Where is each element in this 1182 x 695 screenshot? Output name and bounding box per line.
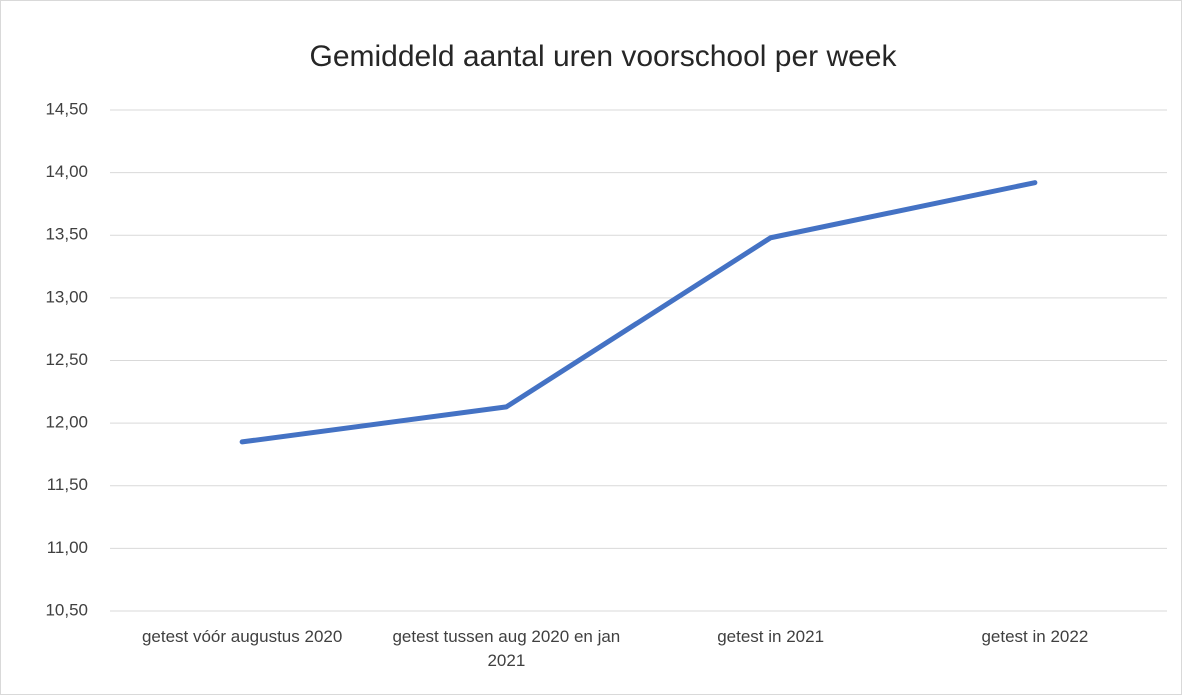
chart-title: Gemiddeld aantal uren voorschool per wee… [309,40,897,73]
y-tick-label: 14,50 [45,99,88,118]
y-tick-label: 12,50 [45,350,88,369]
x-tick-label: getest in 2022 [981,627,1089,646]
y-tick-label: 10,50 [45,600,88,619]
x-tick-label: getest in 2021 [717,627,825,646]
x-tick-label: getest vóór augustus 2020 [141,627,343,646]
y-tick-label: 12,00 [45,413,88,432]
y-tick-label: 13,00 [45,287,88,306]
line-series [239,180,1038,445]
y-tick-label: 11,50 [47,475,88,494]
x-tick-label: getest tussen aug 2020 en jan 2021 [392,627,621,670]
y-tick-label: 11,00 [47,538,88,557]
y-tick-label: 14,00 [45,162,88,181]
y-tick-label: 13,50 [45,225,88,244]
